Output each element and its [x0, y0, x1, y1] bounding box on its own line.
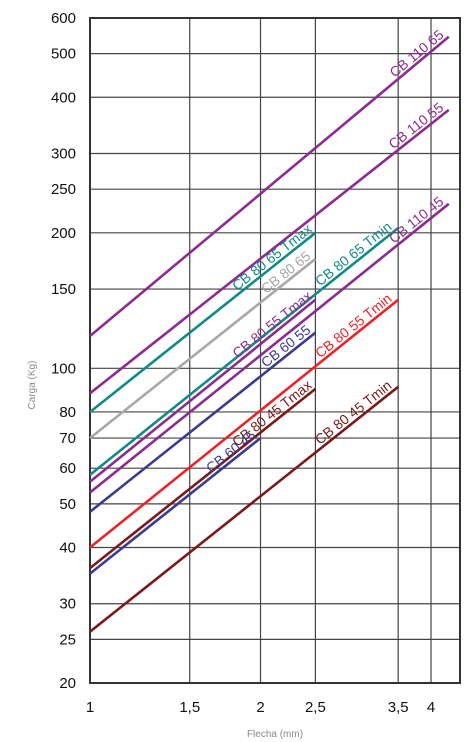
y-tick-label: 70 [59, 430, 76, 447]
y-tick-label: 80 [59, 404, 76, 421]
x-axis-ticks: 1 1,5 2 2,5 3,5 4 [86, 699, 435, 716]
series-line-cb-110-45 [89, 202, 450, 494]
y-tick-label: 200 [51, 225, 76, 242]
y-tick-label: 20 [59, 675, 76, 692]
plot-frame [89, 17, 461, 684]
series-label-cb-110-45: CB 110 45 [386, 193, 447, 246]
y-tick-label: 30 [59, 596, 76, 613]
series-line-cb-80-45-tmax [89, 387, 317, 570]
y-tick-label: 400 [51, 89, 76, 106]
x-axis-title: Flecha (mm) [247, 729, 303, 740]
y-tick-label: 60 [59, 460, 76, 477]
y-tick-label: 25 [59, 631, 76, 648]
y-tick-label: 100 [51, 360, 76, 377]
x-tick-label: 2,5 [305, 699, 326, 716]
y-tick-label: 500 [51, 46, 76, 63]
y-tick-label: 50 [59, 496, 76, 513]
y-tick-label: 150 [51, 281, 76, 298]
series-line-cb-110-65 [89, 35, 450, 337]
x-tick-label: 4 [427, 699, 435, 716]
y-tick-label: 250 [51, 181, 76, 198]
series-group [89, 35, 450, 633]
series-label-cb-80-65-tmin: CB 80 65 Tmin [312, 218, 395, 289]
y-tick-label: 600 [51, 10, 76, 27]
series-label-cb-80-55-tmin: CB 80 55 Tmin [312, 290, 395, 361]
y-axis-title: Carga (Kg) [27, 361, 38, 410]
y-tick-label: 40 [59, 539, 76, 556]
series-line-cb-80-65-tmin [89, 226, 400, 476]
y-axis-ticks: 20 25 30 40 50 60 70 80 100 150 200 250 300 400 500 600 [51, 10, 76, 692]
x-tick-label: 3,5 [388, 699, 409, 716]
series-line-cb-60-45 [89, 437, 262, 575]
x-tick-label: 1 [86, 699, 94, 716]
series-line-cb-80-65-tmax [89, 231, 317, 414]
x-tick-label: 2 [256, 699, 264, 716]
y-tick-label: 300 [51, 146, 76, 163]
x-tick-label: 1,5 [179, 699, 200, 716]
series-line-cb-80-45-tmin [89, 385, 400, 633]
series-line-cb-60-55 [89, 331, 317, 513]
series-line-cb-80-55-tmin [89, 298, 400, 549]
series-line-cb-110-55 [89, 108, 450, 395]
series-line-cb-80-55-tmax [89, 298, 317, 483]
series-label-cb-110-55: CB 110 55 [385, 99, 446, 152]
series-line-cb-80-65 [89, 257, 317, 440]
